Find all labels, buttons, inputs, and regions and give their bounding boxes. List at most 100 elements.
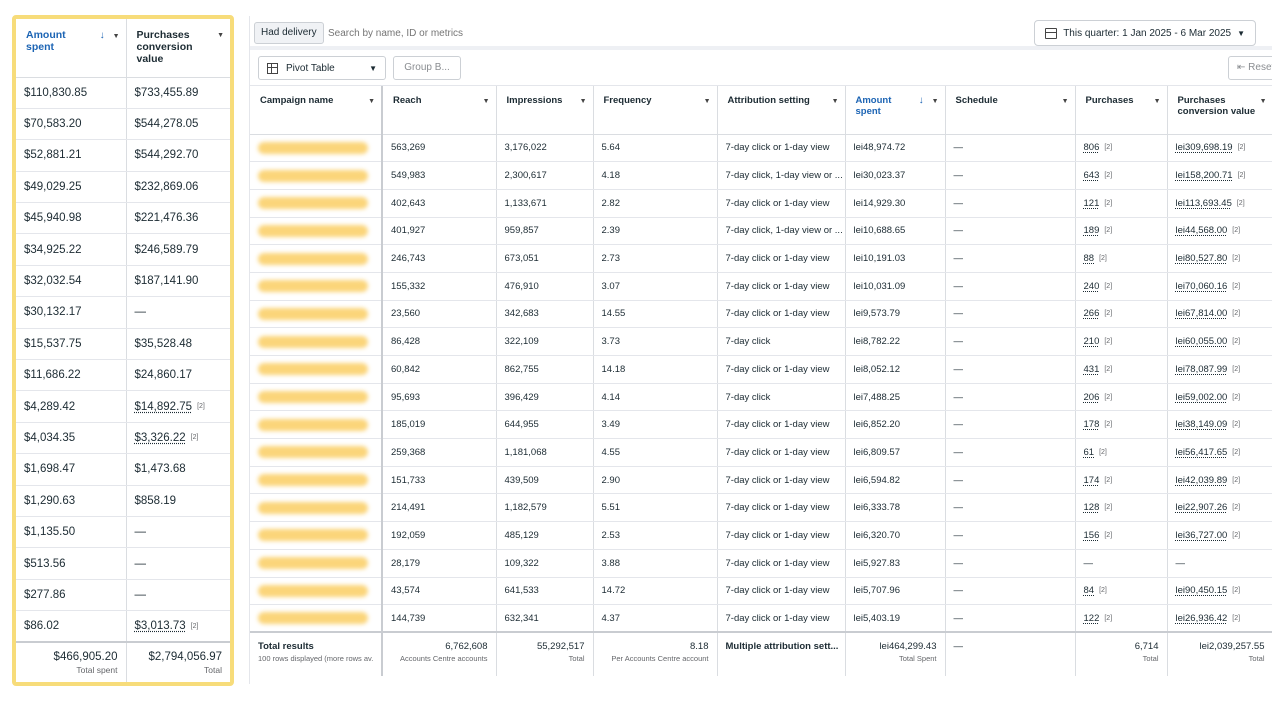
- campaign-name-cell[interactable]: [250, 604, 383, 633]
- campaign-name-cell[interactable]: [250, 410, 383, 440]
- purchases-cell[interactable]: 806 [2]: [1075, 134, 1168, 163]
- campaign-name-cell[interactable]: [250, 134, 383, 163]
- attribution-tag: [2]: [1104, 531, 1113, 539]
- table-row: $4,289.42 $14,892.75 [2]: [16, 390, 230, 423]
- campaign-name-cell[interactable]: [250, 466, 383, 495]
- chevron-down-icon[interactable]: ▼: [1061, 98, 1069, 105]
- conversion-value-cell[interactable]: $3,326.22 [2]: [126, 422, 230, 455]
- amount-spent-cell: $11,686.22: [16, 359, 127, 392]
- conversion-value-cell[interactable]: lei56,417.65 [2]: [1167, 438, 1272, 467]
- conversion-value-cell[interactable]: $3,013.73 [2]: [126, 610, 230, 643]
- conversion-value-cell: $544,278.05: [126, 108, 230, 141]
- chevron-down-icon[interactable]: ▼: [368, 98, 375, 105]
- search-input[interactable]: [328, 22, 628, 44]
- group-by-button[interactable]: Group B...: [393, 56, 461, 80]
- attribution-cell: 7-day click or 1-day view: [717, 272, 846, 301]
- column-header-reach[interactable]: Reach ▼: [382, 86, 497, 135]
- column-header-amount-spent[interactable]: Amount spent ↓ ▼: [845, 86, 946, 135]
- conversion-value-cell[interactable]: $14,892.75 [2]: [126, 390, 230, 423]
- column-header-purchases[interactable]: Purchases ▼: [1075, 86, 1168, 135]
- attribution-cell: 7-day click, 1-day view or ...: [717, 161, 846, 190]
- chevron-down-icon[interactable]: ▼: [482, 98, 490, 105]
- column-header-schedule[interactable]: Schedule ▼: [945, 86, 1076, 135]
- purchases-cell[interactable]: 156 [2]: [1075, 521, 1168, 550]
- column-header-purchases-conversion-value[interactable]: Purchases conversion value ▼: [1167, 86, 1272, 135]
- purchases-cell[interactable]: 266 [2]: [1075, 300, 1168, 329]
- campaign-name-cell[interactable]: [250, 217, 383, 246]
- column-header-amount-spent[interactable]: Amount spent ↓ ▼: [16, 19, 127, 78]
- campaign-name-cell[interactable]: [250, 383, 383, 412]
- conversion-value-cell[interactable]: lei309,698.19 [2]: [1167, 134, 1272, 163]
- conversion-value-cell[interactable]: lei80,527.80 [2]: [1167, 244, 1272, 273]
- conversion-value-cell[interactable]: lei22,907.26 [2]: [1167, 493, 1272, 523]
- reset-button[interactable]: ⇤ Reset: [1228, 56, 1272, 80]
- chevron-down-icon[interactable]: ▼: [831, 98, 839, 105]
- campaign-name-cell[interactable]: [250, 189, 383, 218]
- conversion-value-cell[interactable]: lei158,200.71 [2]: [1167, 161, 1272, 190]
- campaign-name-cell[interactable]: [250, 438, 383, 467]
- column-header-frequency[interactable]: Frequency ▼: [593, 86, 718, 135]
- conversion-value-cell[interactable]: lei67,814.00 [2]: [1167, 300, 1272, 329]
- column-header-attribution-setting[interactable]: Attribution setting ▼: [717, 86, 846, 135]
- purchases-cell[interactable]: 121 [2]: [1075, 189, 1168, 218]
- purchases-cell[interactable]: 189 [2]: [1075, 217, 1168, 246]
- chevron-down-icon[interactable]: ▼: [1259, 98, 1267, 105]
- column-header-impressions[interactable]: Impressions ▼: [496, 86, 594, 135]
- conversion-value-cell[interactable]: lei38,149.09 [2]: [1167, 410, 1272, 440]
- conversion-value-cell[interactable]: lei44,568.00 [2]: [1167, 217, 1272, 246]
- chevron-down-icon[interactable]: ▼: [931, 98, 939, 105]
- campaign-name-cell[interactable]: [250, 549, 383, 578]
- attribution-tag: [2]: [1232, 338, 1241, 346]
- redacted-campaign-name: [258, 474, 368, 487]
- table-row: $15,537.75 $35,528.48: [16, 328, 230, 361]
- conversion-value-cell[interactable]: lei36,727.00 [2]: [1167, 521, 1272, 550]
- filter-chip-had-delivery[interactable]: Had delivery: [254, 22, 324, 44]
- conversion-value-cell[interactable]: lei113,693.45 [2]: [1167, 189, 1272, 218]
- chevron-down-icon[interactable]: ▼: [703, 98, 711, 105]
- column-header-campaign-name[interactable]: Campaign name ▼: [250, 86, 383, 135]
- purchases-cell[interactable]: 210 [2]: [1075, 327, 1168, 356]
- conversion-value-cell: $187,141.90: [126, 265, 230, 298]
- conversion-value-cell[interactable]: lei26,936.42 [2]: [1167, 604, 1272, 633]
- conversion-value-cell[interactable]: lei78,087.99 [2]: [1167, 355, 1272, 384]
- chevron-down-icon[interactable]: ▼: [217, 32, 224, 39]
- conversion-value-cell[interactable]: lei70,060.16 [2]: [1167, 272, 1272, 301]
- campaign-name-cell[interactable]: [250, 327, 383, 356]
- date-range-picker[interactable]: This quarter: 1 Jan 2025 - 6 Mar 2025 ▼: [1034, 20, 1256, 46]
- purchases-cell[interactable]: 88 [2]: [1075, 244, 1168, 273]
- campaign-name-cell[interactable]: [250, 300, 383, 329]
- purchases-cell[interactable]: 174 [2]: [1075, 466, 1168, 495]
- reach-cell: 28,179: [382, 549, 497, 578]
- column-header-purchases-conversion-value[interactable]: Purchases conversion value ▼: [126, 19, 230, 78]
- amount-spent-cell: lei8,052.12: [845, 355, 946, 384]
- campaign-name-cell[interactable]: [250, 493, 383, 523]
- conversion-value-cell: $544,292.70: [126, 139, 230, 172]
- amount-spent-cell: lei6,333.78: [845, 493, 946, 523]
- chevron-down-icon[interactable]: ▼: [1153, 98, 1161, 105]
- purchases-cell[interactable]: 84 [2]: [1075, 577, 1168, 606]
- campaign-name-cell[interactable]: [250, 577, 383, 606]
- campaign-name-cell[interactable]: [250, 161, 383, 190]
- conversion-value-cell[interactable]: lei90,450.15 [2]: [1167, 577, 1272, 606]
- campaign-name-cell[interactable]: [250, 244, 383, 273]
- purchases-cell[interactable]: 122 [2]: [1075, 604, 1168, 633]
- purchases-cell[interactable]: 128 [2]: [1075, 493, 1168, 523]
- pivot-table-select[interactable]: Pivot Table ▼: [258, 56, 386, 80]
- campaign-name-cell[interactable]: [250, 272, 383, 301]
- chevron-down-icon[interactable]: ▼: [579, 98, 587, 105]
- purchases-cell[interactable]: 206 [2]: [1075, 383, 1168, 412]
- conversion-value-cell[interactable]: lei60,055.00 [2]: [1167, 327, 1272, 356]
- campaign-name-cell[interactable]: [250, 521, 383, 550]
- conversion-value-cell[interactable]: lei59,002.00 [2]: [1167, 383, 1272, 412]
- table-row: 214,491 1,182,579 5.51 7-day click or 1-day…: [250, 493, 1272, 523]
- campaign-name-cell[interactable]: [250, 355, 383, 384]
- chevron-down-icon[interactable]: ▼: [112, 33, 120, 40]
- frequency-cell: 14.55: [593, 300, 718, 329]
- attribution-cell: 7-day click or 1-day view: [717, 189, 846, 218]
- conversion-value-cell[interactable]: lei42,039.89 [2]: [1167, 466, 1272, 495]
- purchases-cell[interactable]: 240 [2]: [1075, 272, 1168, 301]
- purchases-cell[interactable]: 431 [2]: [1075, 355, 1168, 384]
- purchases-cell[interactable]: 61 [2]: [1075, 438, 1168, 467]
- purchases-cell[interactable]: 643 [2]: [1075, 161, 1168, 190]
- purchases-cell[interactable]: 178 [2]: [1075, 410, 1168, 440]
